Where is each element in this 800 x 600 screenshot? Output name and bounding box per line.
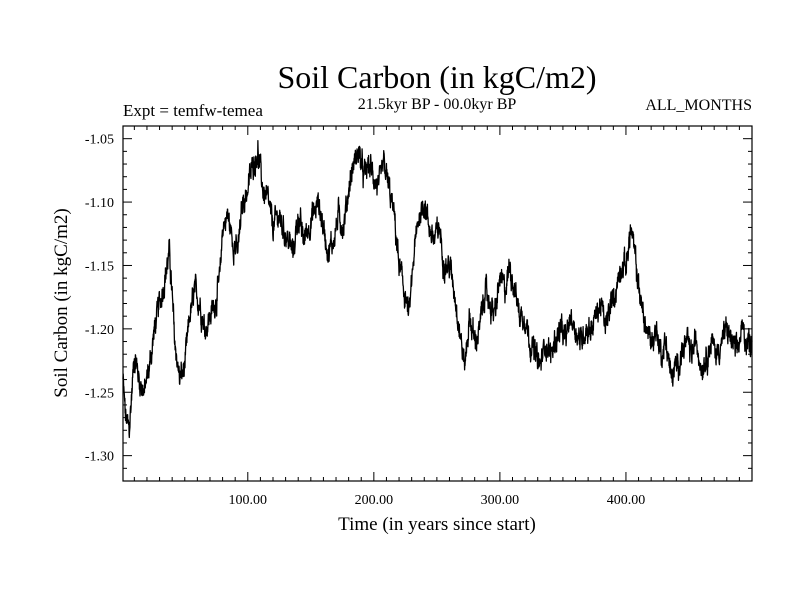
y-axis: -1.05 -1.10 -1.15 -1.20 -1.25 -1.30 bbox=[85, 133, 752, 469]
y-tick-label: -1.10 bbox=[85, 196, 114, 211]
y-tick-label: -1.15 bbox=[85, 259, 114, 274]
chart-subtitle: 21.5kyr BP - 00.0kyr BP bbox=[358, 96, 517, 113]
y-tick-label: -1.20 bbox=[85, 323, 114, 338]
chart-title: Soil Carbon (in kgC/m2) bbox=[277, 59, 596, 95]
x-tick-label: 300.00 bbox=[481, 493, 520, 508]
series-line bbox=[122, 140, 753, 439]
y-tick-label: -1.25 bbox=[85, 386, 114, 401]
x-axis: 100.00 200.00 300.00 400.00 bbox=[133, 126, 740, 508]
x-tick-label: 100.00 bbox=[229, 493, 268, 508]
series-layer bbox=[122, 140, 753, 439]
experiment-label: Expt = temfw-temea bbox=[123, 101, 263, 120]
y-tick-label: -1.30 bbox=[85, 450, 114, 465]
y-axis-label: Soil Carbon (in kgC/m2) bbox=[51, 208, 72, 397]
x-tick-label: 200.00 bbox=[355, 493, 394, 508]
x-tick-label: 400.00 bbox=[607, 493, 646, 508]
y-tick-label: -1.05 bbox=[85, 133, 114, 148]
x-axis-label: Time (in years since start) bbox=[338, 514, 536, 535]
months-label: ALL_MONTHS bbox=[645, 97, 752, 114]
